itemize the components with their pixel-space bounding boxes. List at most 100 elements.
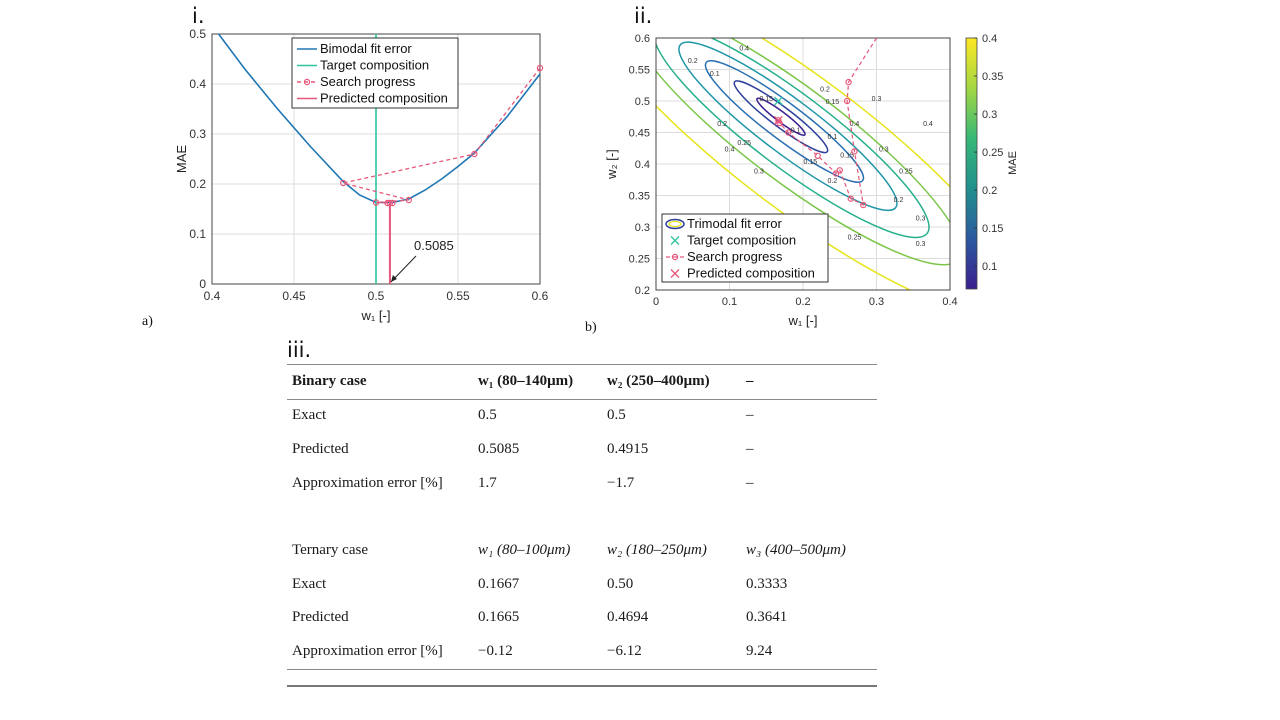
- search-point: [836, 167, 843, 174]
- ternary-row-error-w2: −6.12: [607, 643, 642, 659]
- binary-header-case: Binary case: [292, 373, 367, 389]
- ternary-row-exact-label: Exact: [292, 576, 327, 592]
- legend-box: [661, 213, 829, 283]
- x-tick-label: 0.55: [446, 289, 470, 303]
- y-tick-label: 0.2: [635, 285, 650, 297]
- annotation-predicted-value: 0.5085: [414, 238, 454, 253]
- colorbar-tick-label: 0.3: [982, 109, 997, 121]
- x-tick-label: 0.6: [532, 289, 549, 303]
- contour-label: 0.2: [688, 58, 698, 65]
- x-tick-label: 0: [653, 296, 659, 308]
- x-tick-label: 0.45: [282, 289, 306, 303]
- x-axis-label: w₁ [-]: [361, 308, 391, 323]
- contour-label: 0.25: [737, 140, 751, 147]
- ternary-row-error-w3: 9.24: [746, 643, 773, 659]
- legend-entry: Predicted composition: [687, 266, 815, 281]
- subfigure-label-b: b): [585, 320, 597, 335]
- x-tick-label: 0.4: [942, 296, 957, 308]
- table-bottom-rule: [287, 685, 877, 687]
- y-axis-label: MAE: [174, 145, 189, 174]
- search-point: [405, 196, 412, 204]
- colorbar-tick-label: 0.2: [982, 185, 997, 197]
- y-tick-label: 0.3: [189, 127, 206, 141]
- search-point: [372, 199, 380, 206]
- contour-label: 0.3: [879, 146, 889, 153]
- legend-target-marker-b: [670, 236, 680, 245]
- y-tick-label: 0: [199, 277, 206, 291]
- x-tick-label: 0.5: [368, 289, 385, 303]
- legend-marker: [303, 78, 311, 86]
- search-point: [536, 64, 544, 72]
- ternary-row-exact-w3: 0.3333: [746, 576, 788, 592]
- x-axis-label: w₁ [-]: [788, 313, 818, 328]
- binary-row-predicted-w3: –: [746, 441, 754, 457]
- ternary-row-error-label: Approximation error [%]: [292, 643, 443, 659]
- predicted-composition-marker-b: [773, 115, 783, 125]
- ternary-header-w2: w₂ (180–250μm): [607, 542, 707, 558]
- predicted-composition-marker: [773, 115, 783, 125]
- contour-label: 0.4: [739, 46, 749, 53]
- panel-label-i: i.: [192, 4, 205, 28]
- y-tick-label: 0.1: [189, 227, 206, 241]
- binary-row-exact-w3: –: [746, 407, 754, 423]
- search-point: [471, 150, 478, 158]
- binary-row-predicted-w2: 0.4915: [607, 441, 649, 457]
- table-header-rule: [287, 399, 877, 400]
- legend-swatch-contour: [665, 218, 685, 230]
- table-top-rule: [287, 364, 877, 365]
- legend-box: [291, 37, 459, 109]
- ternary-row-error-w1: −0.12: [478, 643, 513, 659]
- trimodal-contour-chart: 0 0.1 0.2 0.3 0.4 0.2 0.25 0.3 0.35 0.4 0.45 0.5 0.5…: [604, 33, 1019, 328]
- search-point: [843, 97, 851, 105]
- contour-label: 0.1: [710, 71, 720, 78]
- contour-label: 0.15: [759, 96, 773, 103]
- binary-row-error-w3: –: [746, 475, 754, 491]
- contour-label: 0.4: [725, 146, 735, 153]
- contour-label: 0.3: [916, 216, 926, 223]
- ternary-header-w1: w₁ (80–100μm): [478, 542, 571, 558]
- binary-row-exact-w2: 0.5: [607, 407, 626, 423]
- y-tick-label: 0.25: [629, 254, 650, 266]
- y-tick-label: 0.5: [635, 96, 650, 108]
- y-tick-label: 0.2: [189, 177, 206, 191]
- contour-label: 0.3: [754, 168, 764, 175]
- ternary-header-w3: w₃ (400–500μm): [746, 542, 846, 558]
- y-tick-label: 0.6: [635, 33, 650, 45]
- contour-label: 0.15: [840, 153, 854, 160]
- bimodal-fit-chart: 0.4 0.45 0.5 0.55 0.6 0 0.1 0.2 0.3 0.4 0.5 w₁ [-] M…: [174, 27, 549, 323]
- contour-label: 0.2: [820, 87, 830, 94]
- contour-label: 0.4: [850, 121, 860, 128]
- panel-label-iii: iii.: [287, 338, 312, 362]
- contour-level-line: [678, 41, 898, 212]
- ternary-row-exact-w2: 0.50: [607, 576, 634, 592]
- colorbar-label: MAE: [1007, 151, 1019, 175]
- annotation-arrowhead: [390, 275, 397, 282]
- colorbar-tick-label: 0.15: [982, 223, 1003, 235]
- search-point: [860, 201, 867, 209]
- ternary-row-exact-w1: 0.1667: [478, 576, 520, 592]
- y-tick-label: 0.3: [635, 222, 650, 234]
- y-tick-label: 0.45: [629, 128, 650, 140]
- search-point: [851, 148, 858, 155]
- contour-level-line: [656, 38, 950, 290]
- legend-entry: Bimodal fit error: [320, 41, 412, 56]
- contour-label: 0.4: [923, 121, 933, 128]
- contour-label: 0.3: [916, 241, 926, 248]
- colorbar-tick-label: 0.35: [982, 71, 1003, 83]
- legend-entry: Trimodal fit error: [687, 216, 783, 231]
- search-point: [340, 179, 347, 187]
- legend-predicted-marker-b: [670, 269, 680, 278]
- search-point: [775, 117, 782, 124]
- contour-label: 0.1: [828, 134, 838, 141]
- y-tick-label: 0.4: [189, 77, 206, 91]
- search-point: [832, 170, 840, 177]
- plot-frame: [655, 37, 951, 291]
- contour-label: 0.15: [826, 99, 840, 106]
- contour-level-line: [704, 60, 865, 183]
- contour-label: 0.25: [899, 168, 913, 175]
- legend-predicted-marker: [670, 269, 680, 278]
- y-tick-label: 0.5: [189, 27, 206, 41]
- ternary-header-case: Ternary case: [292, 542, 368, 558]
- binary-row-error-w2: −1.7: [607, 475, 635, 491]
- target-composition-marker-b: [774, 96, 783, 106]
